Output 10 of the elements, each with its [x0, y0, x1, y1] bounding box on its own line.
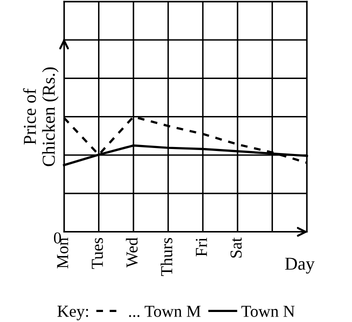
legend-label: Town N	[241, 306, 295, 317]
x-tick-label: Thurs	[160, 238, 172, 276]
y-axis-title: Price of Chicken (Rs.)	[23, 67, 59, 166]
x-tick-label: Wed	[126, 238, 138, 268]
x-axis-title: Day	[285, 258, 315, 274]
legend-label: ... Town M	[129, 306, 201, 318]
x-tick-label: Fri	[196, 238, 207, 256]
x-tick-label: Tues	[92, 238, 103, 269]
x-tick-label: Sat	[230, 237, 242, 258]
legend-title: Key:	[57, 306, 88, 320]
